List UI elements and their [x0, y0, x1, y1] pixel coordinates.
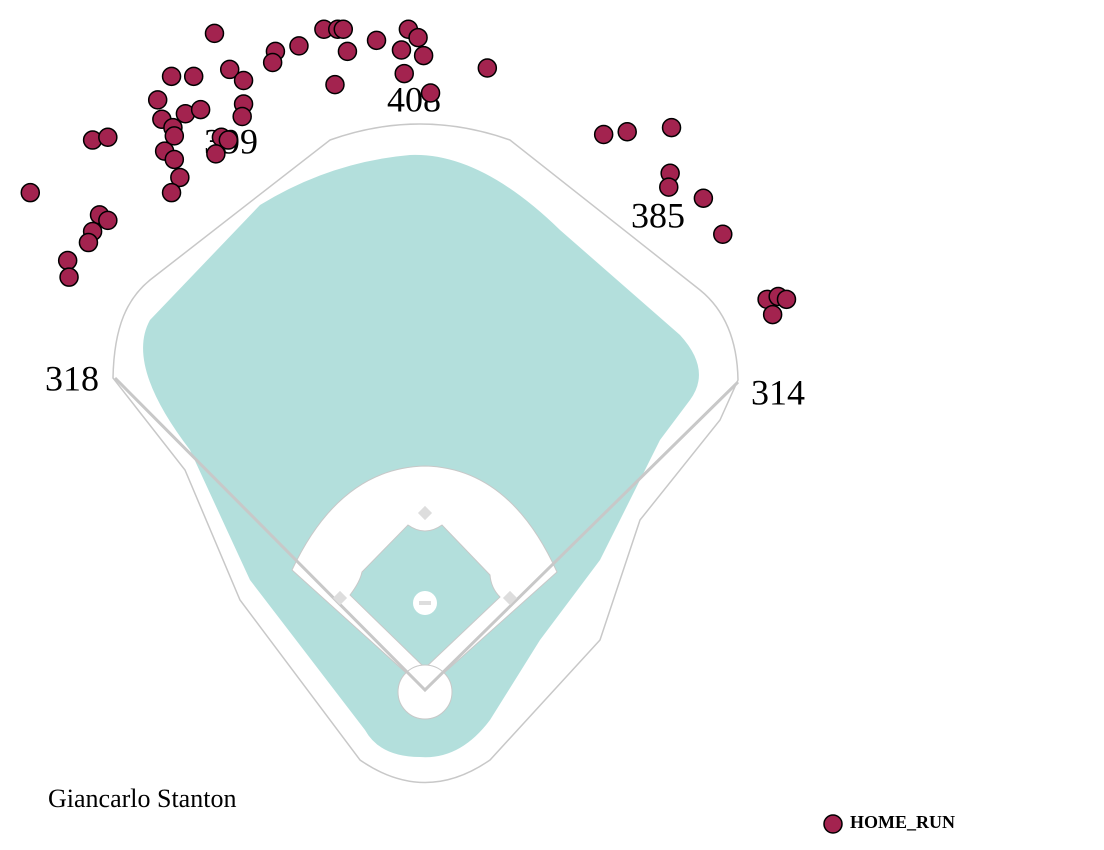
home-run-point — [661, 117, 682, 138]
home-run-point — [337, 41, 358, 62]
home-run-point — [161, 182, 182, 203]
home-run-point — [713, 224, 733, 244]
home-run-point — [659, 177, 679, 197]
fence-distance: 314 — [751, 372, 805, 412]
foul-lines — [113, 376, 740, 693]
home-run-point — [232, 106, 252, 127]
home-run-point — [204, 23, 225, 44]
fence-distance: 318 — [45, 358, 99, 398]
home-run-point — [394, 63, 414, 84]
home-run-point — [420, 83, 441, 103]
home-run-point — [98, 127, 118, 148]
third-base — [332, 590, 348, 606]
home-run-point — [762, 304, 783, 325]
home-run-point — [164, 126, 185, 146]
home-run-point — [693, 188, 714, 208]
home-run-point — [59, 267, 79, 287]
chart-title: Giancarlo Stanton — [48, 784, 236, 813]
home-run-point — [206, 144, 226, 164]
home-run-point — [190, 99, 211, 120]
home-run-point — [219, 59, 240, 80]
first-base — [502, 590, 518, 606]
home-run-point — [617, 121, 637, 142]
home-run-point — [57, 250, 78, 271]
rubber — [419, 601, 431, 605]
home-run-point — [183, 66, 204, 87]
home-run-point — [164, 149, 185, 170]
home-run-point — [98, 210, 118, 231]
home-run-point — [262, 52, 283, 73]
home-run-point — [78, 232, 99, 253]
legend-marker — [823, 814, 843, 834]
home-run-point — [289, 36, 309, 56]
home-run-point — [333, 19, 354, 40]
home-run-point — [366, 30, 387, 51]
home-run-point — [170, 167, 190, 188]
home-run-point — [776, 289, 797, 310]
field — [112, 123, 740, 784]
legend-label: HOME_RUN — [850, 812, 955, 832]
home-run-point — [147, 90, 168, 110]
second-base — [417, 505, 433, 521]
home-run-point — [325, 74, 345, 95]
home-run-point — [218, 130, 239, 150]
home-run-point — [161, 66, 182, 87]
home-run-point — [477, 58, 498, 78]
home-run-point — [413, 45, 434, 66]
home-run-point — [20, 182, 41, 203]
home-run-point — [391, 40, 412, 60]
fence-distance: 385 — [631, 195, 685, 235]
home-run-point — [408, 27, 428, 48]
grass — [143, 154, 699, 758]
home-run-point — [233, 70, 254, 91]
home-run-point — [593, 124, 614, 145]
